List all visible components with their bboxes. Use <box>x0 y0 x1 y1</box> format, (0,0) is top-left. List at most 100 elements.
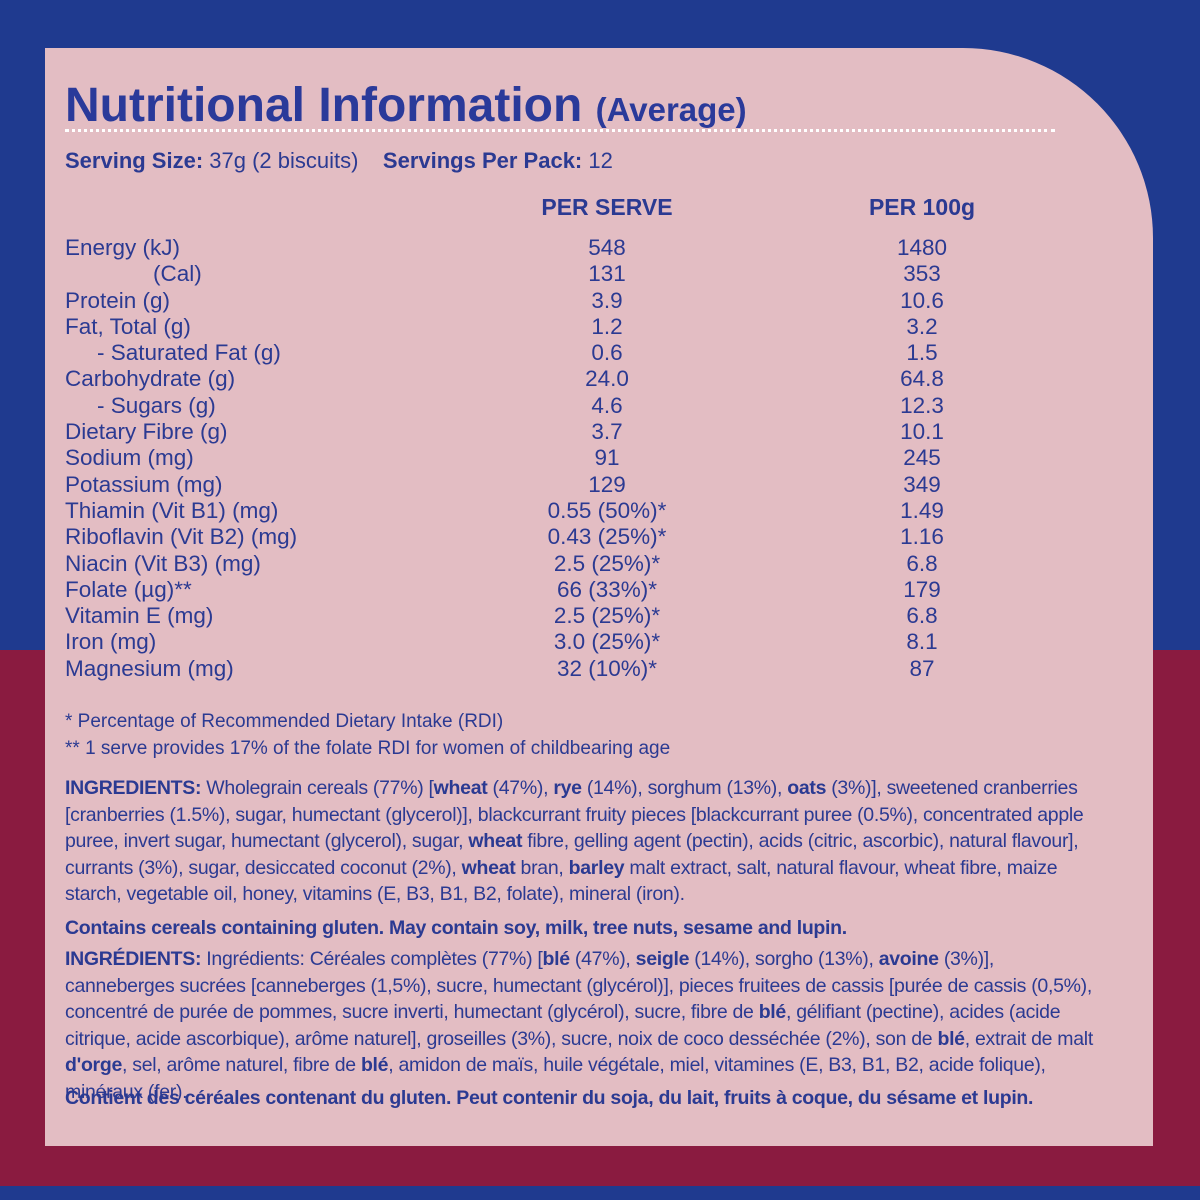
row-label: - Sugars (g) <box>97 392 216 418</box>
row-label: Niacin (Vit B3) (mg) <box>65 550 261 576</box>
row-label: - Saturated Fat (g) <box>97 340 281 366</box>
footnotes: * Percentage of Recommended Dietary Inta… <box>65 708 670 762</box>
per-serve-value: 3.0 (25%)* <box>553 629 661 655</box>
ingredients-text: , amidon de maïs, huile végétale, miel, … <box>65 1054 1046 1103</box>
allergen-word: blé <box>360 1054 389 1076</box>
table-row: Thiamin (Vit B1) (mg) 0.55 (50%)* 1.49 <box>65 498 1065 524</box>
row-label: Folate (µg)** <box>65 576 192 602</box>
per-serve-value: 2.5 (25%)* <box>553 550 661 576</box>
per-100g-value: 3.2 <box>906 313 938 339</box>
ingredients-text: (47%), <box>569 948 636 970</box>
allergen-word: rye <box>553 777 582 799</box>
allergen-statement-english: Contains cereals containing gluten. May … <box>65 917 847 939</box>
title-main: Nutritional Information <box>65 79 583 132</box>
table-row: (Cal) 131 353 <box>65 261 1065 287</box>
per-serve-value: 66 (33%)* <box>556 576 658 602</box>
dotted-divider <box>65 129 1055 132</box>
per-serve-value: 32 (10%)* <box>556 655 658 681</box>
row-label: Fat, Total (g) <box>65 313 191 339</box>
row-label: (Cal) <box>153 261 202 287</box>
ingredients-english: INGREDIENTS: Wholegrain cereals (77%) [w… <box>65 775 1105 908</box>
ingredients-text: malt extract, salt, natural flavour, whe… <box>65 856 1058 906</box>
ingredients-text: Wholegrain cereals (77%) [ <box>201 777 434 799</box>
per-100g-value: 245 <box>903 445 941 471</box>
background-blue-strip <box>0 1186 1200 1200</box>
page-title: Nutritional Information (Average) <box>65 78 747 133</box>
table-row: Vitamin E (mg) 2.5 (25%)* 6.8 <box>65 603 1065 629</box>
row-label: Sodium (mg) <box>65 445 194 471</box>
per-serve-value: 2.5 (25%)* <box>553 603 661 629</box>
allergen-word: oats <box>787 777 827 799</box>
footnote-rdi: * Percentage of Recommended Dietary Inta… <box>65 711 504 732</box>
per-serve-value: 3.7 <box>591 419 623 445</box>
per-100g-value: 349 <box>903 471 941 497</box>
ingredients-text: (3%)], sweetened cranberries [cranberrie… <box>65 777 1084 852</box>
table-row: Energy (kJ) 548 1480 <box>65 235 1065 261</box>
ingredients-text: (3%)], canneberges sucrées [canneberges … <box>65 948 1092 1023</box>
per-100g-value: 6.8 <box>906 603 938 629</box>
ingredients-text: , extrait de malt <box>964 1027 1094 1050</box>
table-row: - Sugars (g) 4.6 12.3 <box>65 393 1065 419</box>
per-serve-value: 548 <box>588 235 626 260</box>
ingredients-french: INGRÉDIENTS: Ingrédients: Céréales compl… <box>65 946 1105 1105</box>
table-row: Dietary Fibre (g) 3.7 10.1 <box>65 419 1065 445</box>
ingredients-text: (14%), sorghum (13%), <box>581 777 788 799</box>
per-serve-value: 4.6 <box>591 392 623 418</box>
ingredients-text: bran, <box>515 856 569 879</box>
table-row: Carbohydrate (g) 24.0 64.8 <box>65 366 1065 392</box>
column-header-per-100g: PER 100g <box>868 194 976 220</box>
ingredients-label: INGRÉDIENTS: <box>65 948 202 970</box>
allergen-statement-french: Contient des céréales contenant du glute… <box>65 1087 1034 1109</box>
per-serve-value: 24.0 <box>585 366 629 392</box>
nutrition-table: Energy (kJ) 548 1480 (Cal) 131 353 Protein (… <box>65 235 1065 682</box>
allergen-word: blé <box>542 948 571 970</box>
per-serve-value: 0.43 (25%)* <box>547 524 667 550</box>
nutrition-panel: Nutritional Information (Average) Servin… <box>45 48 1153 1146</box>
per-100g-value: 1.49 <box>900 497 944 523</box>
row-label: Protein (g) <box>65 287 171 313</box>
table-row: Riboflavin (Vit B2) (mg) 0.43 (25%)* 1.16 <box>65 524 1065 550</box>
per-serve-value: 0.55 (50%)* <box>547 497 667 523</box>
table-row: - Saturated Fat (g) 0.6 1.5 <box>65 340 1065 366</box>
per-100g-value: 6.8 <box>906 550 938 576</box>
servings-per-pack-value: 12 <box>588 148 613 173</box>
per-serve-value: 91 <box>594 445 620 471</box>
row-label: Potassium (mg) <box>65 471 223 497</box>
per-100g-value: 64.8 <box>900 366 944 392</box>
per-serve-value: 129 <box>588 471 626 497</box>
per-100g-value: 1.5 <box>906 340 938 366</box>
per-100g-value: 1.16 <box>900 524 944 550</box>
row-label: Riboflavin (Vit B2) (mg) <box>65 524 298 550</box>
ingredients-text: (47%), <box>487 777 554 799</box>
row-label: Thiamin (Vit B1) (mg) <box>65 497 279 523</box>
allergen-word: d'orge <box>65 1054 123 1076</box>
allergen-word: wheat <box>468 830 523 852</box>
per-100g-value: 10.1 <box>900 419 944 445</box>
ingredients-text: Ingrédients: Céréales complètes (77%) [ <box>201 948 543 970</box>
per-serve-value: 0.6 <box>591 340 623 366</box>
table-row: Iron (mg) 3.0 (25%)* 8.1 <box>65 629 1065 655</box>
allergen-word: barley <box>568 856 625 879</box>
title-sub: (Average) <box>595 91 747 128</box>
footnote-folate: ** 1 serve provides 17% of the folate RD… <box>65 738 671 759</box>
serving-info: Serving Size: 37g (2 biscuits) Servings … <box>65 148 613 174</box>
per-serve-value: 131 <box>588 261 626 287</box>
serving-size-value: 37g (2 biscuits) <box>209 148 359 173</box>
allergen-word: blé <box>758 1001 787 1023</box>
allergen-word: blé <box>937 1027 965 1050</box>
row-label: Dietary Fibre (g) <box>65 419 228 445</box>
ingredients-label: INGREDIENTS: <box>65 777 202 799</box>
table-row: Sodium (mg) 91 245 <box>65 445 1065 471</box>
ingredients-text: , sel, arôme naturel, fibre de <box>122 1054 361 1076</box>
allergen-word: wheat <box>433 777 488 799</box>
table-row: Potassium (mg) 129 349 <box>65 472 1065 498</box>
ingredients-text: , gélifiant (pectine), acides (acide cit… <box>65 1001 1061 1050</box>
per-100g-value: 87 <box>909 655 935 681</box>
table-row: Niacin (Vit B3) (mg) 2.5 (25%)* 6.8 <box>65 551 1065 577</box>
table-row: Protein (g) 3.9 10.6 <box>65 288 1065 314</box>
row-label: Magnesium (mg) <box>65 655 234 681</box>
servings-per-pack-label: Servings Per Pack: <box>382 148 583 173</box>
per-serve-value: 1.2 <box>591 313 623 339</box>
allergen-word: wheat <box>461 856 516 879</box>
column-header-per-serve: PER SERVE <box>541 194 673 220</box>
